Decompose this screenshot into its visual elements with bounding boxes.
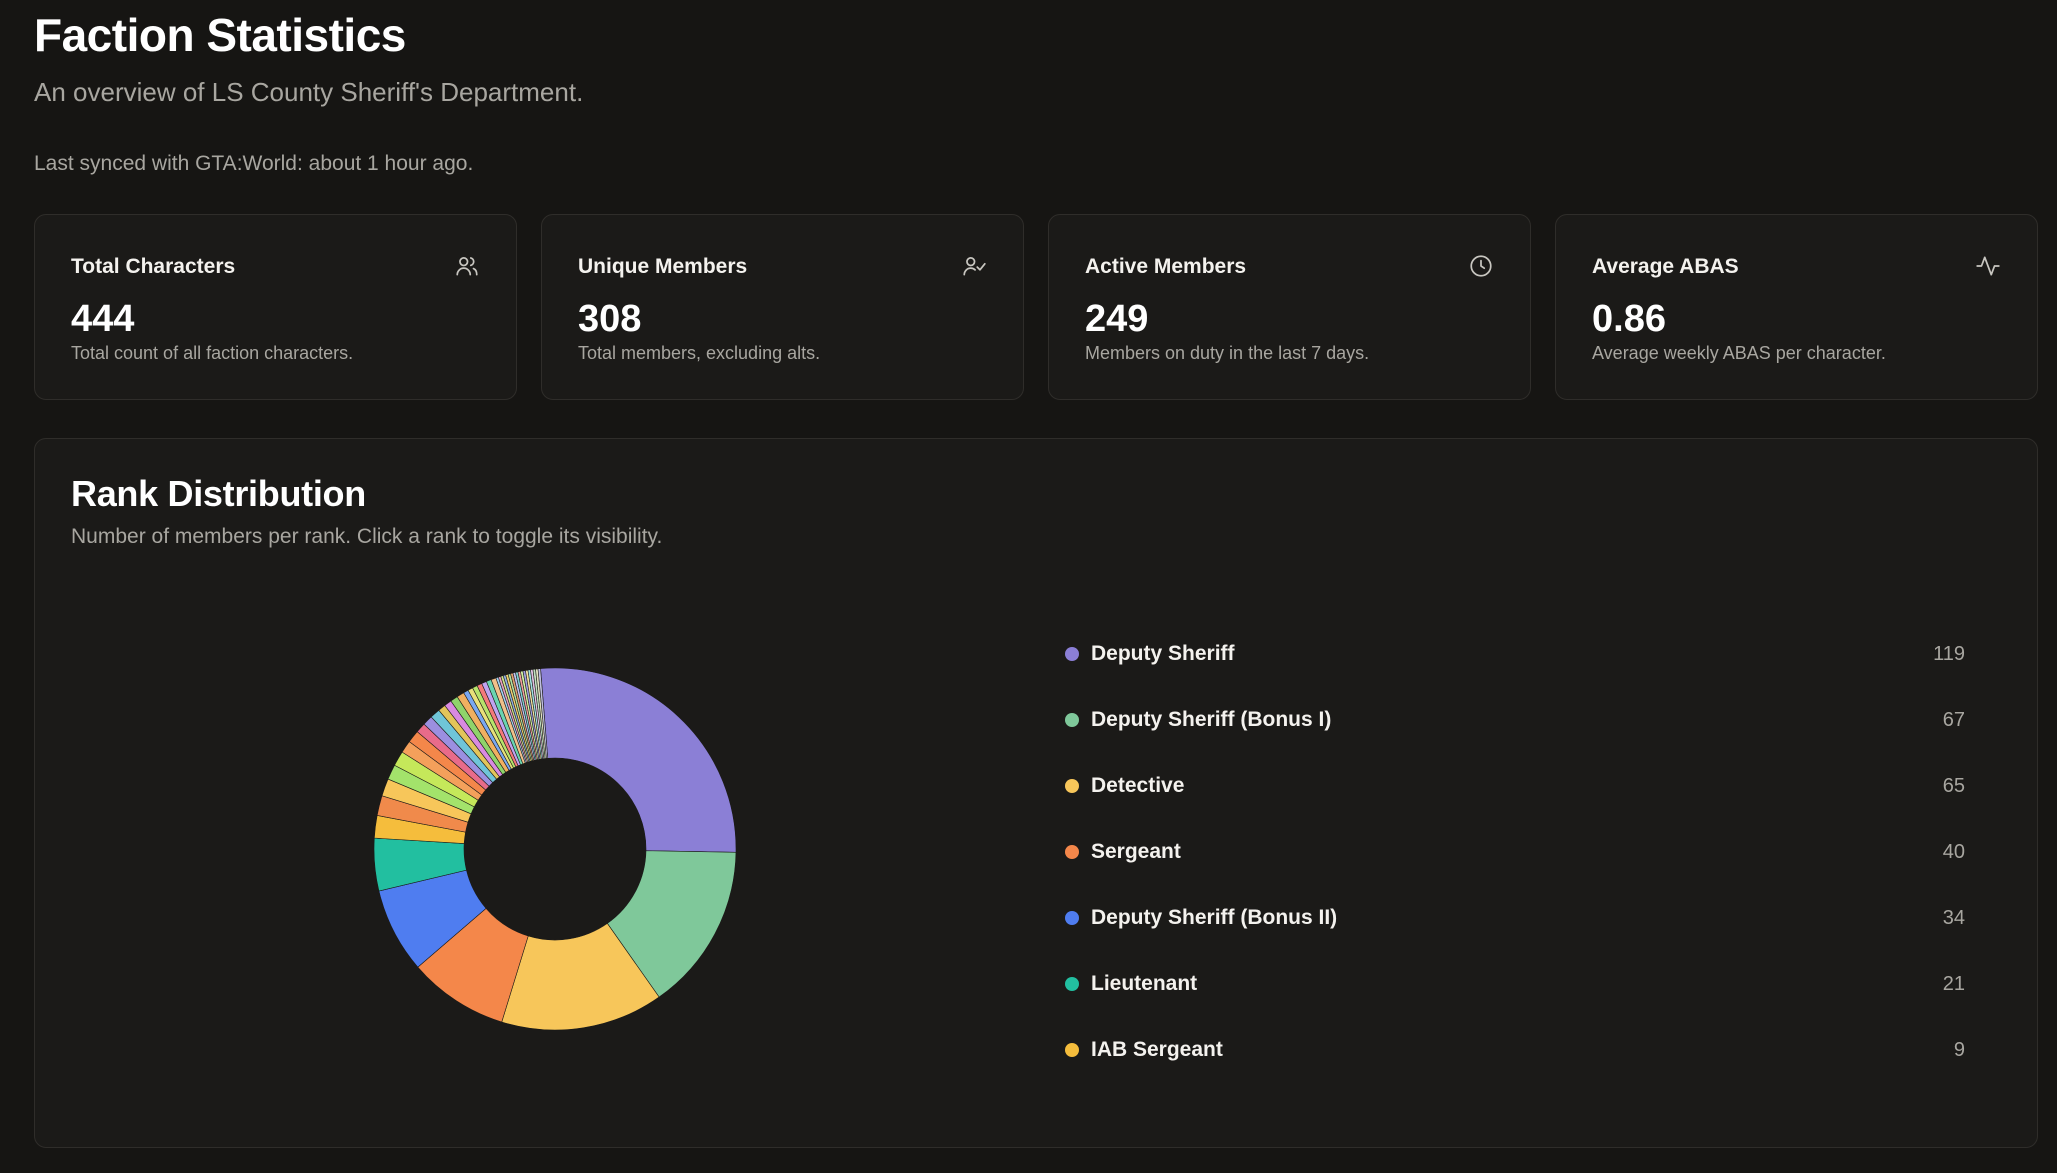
legend-dot [1065,1043,1079,1057]
stat-value: 308 [578,298,642,340]
legend-item-deputy-sheriff-bonus-i[interactable]: Deputy Sheriff (Bonus I) 67 [1065,687,1965,753]
legend-item-sergeant[interactable]: Sergeant 40 [1065,819,1965,885]
panel-title: Rank Distribution [71,473,366,514]
stat-description: Total count of all faction characters. [71,343,354,363]
legend-label: Lieutenant [1091,972,1198,995]
stat-card-average-abas: Average ABAS 0.86 Average weekly ABAS pe… [1555,214,2038,400]
stat-card-unique-members: Unique Members 308 Total members, exclud… [541,214,1024,400]
panel-subtitle: Number of members per rank. Click a rank… [71,525,663,548]
legend-item-lieutenant[interactable]: Lieutenant 21 [1065,951,1965,1017]
stats-row: Total Characters 444 Total count of all … [34,214,2038,400]
legend-count: 119 [1933,642,1965,665]
slice-other-rank[interactable] [537,668,549,759]
legend-label: Sergeant [1091,840,1181,863]
legend-label: IAB Sergeant [1091,1038,1223,1061]
legend-count: 34 [1942,906,1965,929]
rank-donut-chart [373,667,737,1031]
legend-count: 65 [1942,774,1965,797]
legend-item-iab-sergeant[interactable]: IAB Sergeant 9 [1065,1017,1965,1083]
stat-title: Total Characters [71,255,236,278]
stat-title: Average ABAS [1592,255,1739,278]
stat-title: Active Members [1085,255,1247,278]
legend-label: Deputy Sheriff (Bonus II) [1091,906,1338,929]
rank-legend: Deputy Sheriff 119 Deputy Sheriff (Bonus… [1065,621,1965,1083]
legend-item-detective[interactable]: Detective 65 [1065,753,1965,819]
legend-label: Deputy Sheriff [1091,642,1235,665]
page-subtitle: An overview of LS County Sheriff's Depar… [34,77,584,107]
stat-description: Total members, excluding alts. [578,343,821,363]
page-title: Faction Statistics [34,9,406,61]
stat-title: Unique Members [578,255,748,278]
legend-count: 21 [1942,972,1965,995]
legend-dot [1065,911,1079,925]
legend-count: 40 [1942,840,1965,863]
legend-item-deputy-sheriff[interactable]: Deputy Sheriff 119 [1065,621,1965,687]
legend-label: Deputy Sheriff (Bonus I) [1091,708,1332,731]
user-check-icon [963,257,986,276]
legend-item-deputy-sheriff-bonus-ii[interactable]: Deputy Sheriff (Bonus II) 34 [1065,885,1965,951]
stat-card-total-characters: Total Characters 444 Total count of all … [34,214,517,400]
legend-count: 67 [1942,708,1965,731]
stat-value: 0.86 [1592,298,1666,340]
legend-dot [1065,713,1079,727]
legend-count: 9 [1953,1038,1965,1061]
stat-card-active-members: Active Members 249 Members on duty in th… [1048,214,1531,400]
legend-dot [1065,845,1079,859]
activity-icon [1976,256,2000,276]
clock-icon [1470,255,1492,277]
legend-dot [1065,977,1079,991]
rank-distribution-panel: Rank Distribution Number of members per … [34,438,2038,1148]
slice-deputy-sheriff[interactable] [540,667,737,853]
stat-value: 444 [71,298,135,340]
users-icon [456,257,478,276]
stat-description: Members on duty in the last 7 days. [1085,343,1370,363]
sync-status: Last synced with GTA:World: about 1 hour… [34,152,474,175]
stat-value: 249 [1085,298,1149,340]
legend-dot [1065,779,1079,793]
legend-label: Detective [1091,774,1185,797]
slice-deputy-sheriff-bonus-i[interactable] [606,850,737,998]
stat-description: Average weekly ABAS per character. [1592,343,1886,363]
legend-dot [1065,647,1079,661]
